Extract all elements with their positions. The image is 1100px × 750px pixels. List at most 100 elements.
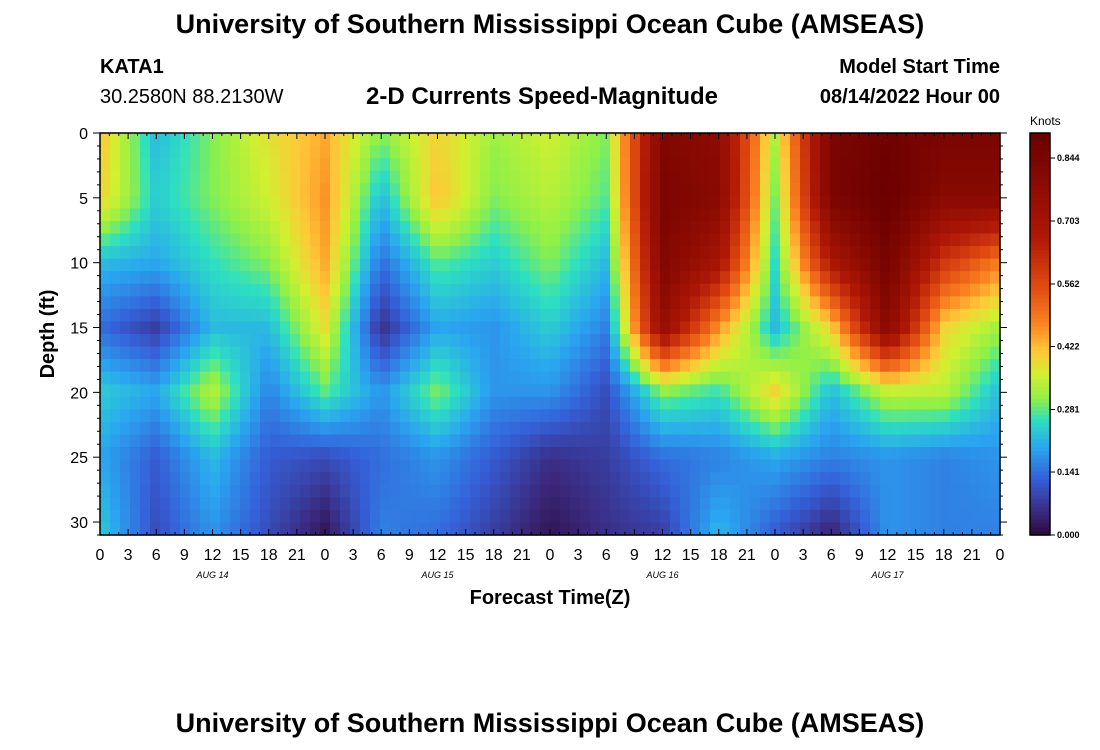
heatmap-cell [640, 258, 651, 272]
heatmap-cell [120, 246, 131, 260]
heatmap-cell [540, 321, 551, 335]
heatmap-cell [250, 195, 261, 209]
heatmap-cell [360, 359, 371, 373]
heatmap-cell [300, 384, 311, 398]
heatmap-cell [450, 271, 461, 285]
heatmap-cell [950, 346, 961, 360]
heatmap-cell [260, 308, 271, 323]
heatmap-cell [300, 170, 311, 184]
heatmap-cell [750, 384, 761, 398]
heatmap-cell [790, 434, 801, 448]
heatmap-cell [810, 371, 821, 385]
heatmap-cell [620, 359, 631, 373]
heatmap-cell [360, 434, 371, 448]
heatmap-cell [150, 183, 161, 197]
heatmap-cell [120, 158, 131, 172]
heatmap-cell [690, 233, 701, 247]
heatmap-cell [270, 434, 281, 448]
heatmap-cell [580, 447, 591, 461]
heatmap-cell [180, 371, 191, 385]
heatmap-cell [610, 321, 621, 335]
colorbar: Knots 0.0000.1410.2810.4220.5620.7030.84… [1029, 114, 1080, 540]
heatmap-cell [550, 409, 561, 423]
heatmap-cell [890, 170, 901, 184]
heatmap-cell [710, 271, 721, 285]
heatmap-cell [250, 296, 261, 310]
heatmap-cell [410, 145, 421, 159]
heatmap-cell [860, 220, 871, 235]
heatmap-cell [190, 183, 201, 197]
heatmap-cell [290, 258, 301, 272]
heatmap-cell [810, 459, 821, 473]
heatmap-cell [460, 220, 471, 235]
heatmap-cell [880, 434, 891, 448]
heatmap-cell [160, 409, 171, 423]
heatmap-cell [330, 484, 341, 498]
heatmap-cell [100, 484, 111, 498]
heatmap-cell [870, 384, 881, 398]
heatmap-cell [960, 472, 971, 486]
heatmap-cell [310, 296, 321, 310]
heatmap-cell [440, 384, 451, 398]
heatmap-cell [270, 258, 281, 272]
heatmap-cell [480, 459, 491, 473]
heatmap-cell [670, 409, 681, 423]
heatmap-cell [960, 220, 971, 235]
heatmap-cell [630, 220, 641, 235]
heatmap-cell [510, 170, 521, 184]
heatmap-cell [280, 246, 291, 260]
heatmap-cell [190, 396, 201, 410]
heatmap-cell [760, 409, 771, 423]
heatmap-cell [330, 409, 341, 423]
heatmap-cell [230, 421, 241, 436]
heatmap-cell [590, 396, 601, 410]
heatmap-cell [480, 334, 491, 348]
heatmap-cell [330, 183, 341, 197]
heatmap-cell [390, 296, 401, 310]
heatmap-cell [780, 296, 791, 310]
heatmap-cell [380, 158, 391, 172]
heatmap-cell [590, 371, 601, 385]
heatmap-cell [470, 522, 481, 536]
heatmap-cell [950, 434, 961, 448]
heatmap-cell [720, 145, 731, 159]
heatmap-cell [220, 220, 231, 235]
x-tick-label: 21 [288, 547, 306, 564]
heatmap-cell [190, 384, 201, 398]
heatmap-cell [640, 246, 651, 260]
heatmap-cell [710, 421, 721, 436]
heatmap-cell [860, 246, 871, 260]
heatmap-cell [330, 497, 341, 511]
heatmap-cell [710, 308, 721, 323]
heatmap-cell [240, 384, 251, 398]
heatmap-cell [450, 246, 461, 260]
heatmap-cell [220, 421, 231, 436]
heatmap-cell [410, 246, 421, 260]
heatmap-cell [470, 434, 481, 448]
heatmap-cell [130, 246, 141, 260]
heatmap-cell [370, 509, 381, 524]
heatmap-cell [600, 296, 611, 310]
heatmap-cell [290, 158, 301, 172]
heatmap-cell [190, 334, 201, 348]
heatmap-cell [740, 183, 751, 197]
heatmap-cell [760, 133, 771, 147]
heatmap-cell [500, 308, 511, 323]
heatmap-cell [190, 434, 201, 448]
heatmap-cell [970, 246, 981, 260]
colorbar-band [1030, 233, 1050, 239]
heatmap-cell [380, 384, 391, 398]
heatmap-cell [770, 133, 781, 147]
heatmap-cell [120, 296, 131, 310]
heatmap-cell [340, 308, 351, 323]
heatmap-cell [940, 208, 951, 222]
heatmap-cell [910, 421, 921, 436]
heatmap-cell [330, 246, 341, 260]
heatmap-cell [980, 195, 991, 209]
heatmap-cell [170, 321, 181, 335]
heatmap-cell [330, 421, 341, 436]
heatmap-cell [330, 271, 341, 285]
heatmap-cell [270, 158, 281, 172]
heatmap-cell [110, 371, 121, 385]
heatmap-cell [620, 509, 631, 524]
